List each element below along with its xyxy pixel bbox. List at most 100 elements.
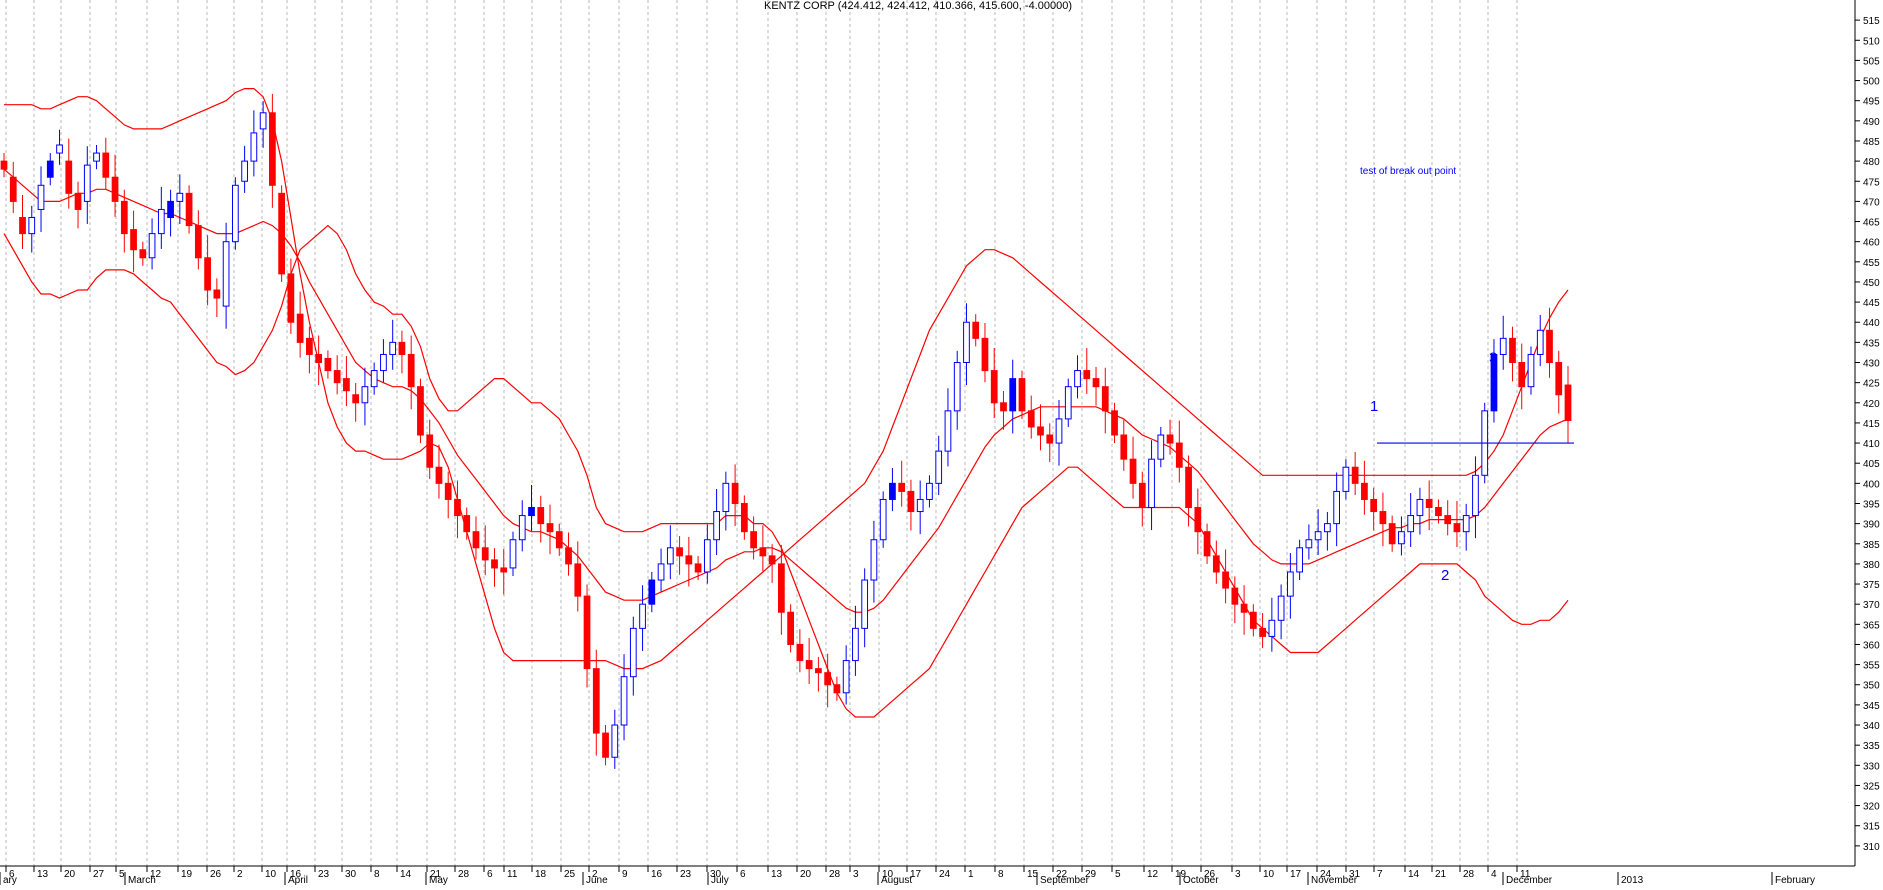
candle-body [583, 595, 591, 670]
y-tick-label: 420 [1863, 399, 1880, 410]
candle-body [574, 563, 582, 597]
y-tick-label: 490 [1863, 117, 1880, 128]
candle-body [1462, 515, 1470, 533]
candle-body [1564, 384, 1572, 422]
x-tick-label: 14 [1408, 869, 1420, 880]
candle-body [1240, 603, 1248, 613]
candle-body [1416, 498, 1424, 517]
candle-body [157, 208, 165, 235]
y-tick-label: 365 [1863, 620, 1880, 631]
candle-body [1324, 523, 1331, 533]
candle-body [130, 229, 137, 251]
candle-body [1555, 362, 1563, 396]
candle-body [546, 523, 554, 533]
candle-body [222, 241, 230, 307]
candle-body [1138, 482, 1146, 509]
candle-body [278, 192, 286, 275]
y-tick-label: 475 [1863, 177, 1880, 188]
x-tick-label: 21 [430, 869, 442, 880]
candle-body [1425, 498, 1433, 509]
x-tick-label: 28 [458, 869, 470, 880]
candle-body [481, 547, 489, 561]
y-tick-label: 360 [1863, 640, 1880, 651]
candle-body [213, 289, 221, 299]
candle-body [1407, 515, 1415, 533]
candle-body [389, 341, 397, 355]
candle-body [1194, 507, 1202, 533]
x-tick-label: 8 [998, 869, 1004, 880]
upper-band-line [4, 87, 1569, 670]
month-label: June [586, 875, 608, 885]
candle-body [1490, 353, 1498, 412]
candle-body [981, 337, 989, 372]
y-tick-label: 455 [1863, 258, 1880, 269]
y-tick-label: 320 [1863, 802, 1880, 813]
month-label: April [288, 875, 308, 885]
candle-body [916, 498, 924, 513]
candle-body [740, 502, 748, 533]
x-tick-label: 21 [1435, 869, 1447, 880]
y-tick-label: 425 [1863, 379, 1880, 390]
y-tick-label: 310 [1863, 842, 1880, 853]
month-label: March [128, 875, 156, 885]
month-label: February [1775, 875, 1815, 885]
y-tick-label: 315 [1863, 822, 1880, 833]
x-tick-label: 3 [853, 869, 859, 880]
candle-body [1314, 531, 1322, 541]
candle-body [1398, 531, 1405, 545]
candle-body [759, 547, 767, 557]
y-tick-label: 345 [1863, 701, 1880, 712]
candle-body [1296, 547, 1303, 573]
candle-body [833, 684, 841, 694]
candle-body [1249, 611, 1257, 629]
candle-body [509, 539, 517, 569]
y-tick-label: 470 [1863, 197, 1880, 208]
candle-body [1435, 507, 1442, 517]
candle-body [194, 225, 202, 259]
candle-body [1074, 370, 1081, 388]
candle-body [472, 531, 480, 549]
candle-body [83, 164, 91, 202]
candle-body [444, 482, 452, 500]
candle-body [1518, 362, 1526, 388]
candle-body [1453, 523, 1461, 533]
candle-body [778, 563, 785, 613]
candle-body [315, 353, 323, 364]
candle-body [1370, 498, 1378, 513]
candle-body [1286, 571, 1294, 597]
candle-body [666, 547, 674, 565]
candle-body [1342, 466, 1350, 492]
x-tick-label: 26 [210, 869, 222, 880]
candle-body [46, 160, 54, 178]
y-tick-label: 390 [1863, 520, 1880, 531]
x-tick-label: 10 [882, 869, 894, 880]
candle-body [204, 257, 211, 291]
y-tick-label: 460 [1863, 238, 1880, 249]
month-label: 2013 [1621, 875, 1644, 885]
y-tick-label: 370 [1863, 600, 1880, 611]
candle-body [56, 144, 63, 154]
x-tick-label: 16 [651, 869, 663, 880]
candle-body [879, 498, 887, 541]
x-tick-label: 24 [939, 869, 951, 880]
candle-body [1083, 370, 1091, 380]
candle-body [1055, 418, 1063, 444]
candle-body [1212, 555, 1220, 573]
x-tick-label: 28 [1463, 869, 1475, 880]
candle-body [454, 498, 461, 517]
candle-body [639, 603, 646, 629]
candle-body [944, 410, 952, 452]
candle-body [703, 539, 711, 573]
candle-body [1111, 410, 1118, 436]
candle-body [602, 732, 609, 758]
candle-body [805, 660, 813, 670]
candle-body [1185, 466, 1192, 509]
y-tick-label: 515 [1863, 16, 1880, 27]
candle-body [768, 555, 776, 565]
y-tick-label: 435 [1863, 338, 1880, 349]
candle-body [926, 482, 933, 500]
candle-body [935, 450, 943, 484]
month-label: October [1183, 875, 1219, 885]
x-tick-label: 6 [740, 869, 746, 880]
candle-body [528, 507, 535, 517]
